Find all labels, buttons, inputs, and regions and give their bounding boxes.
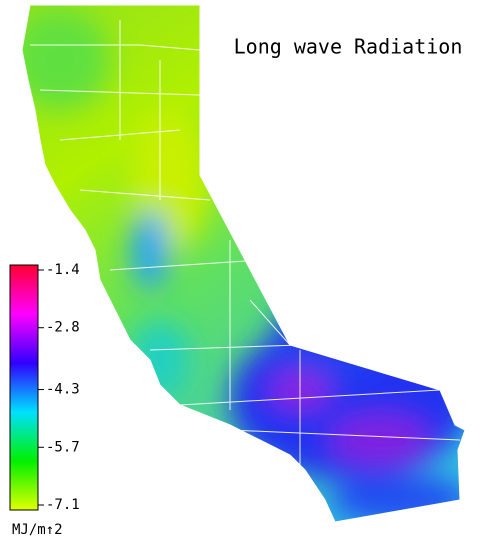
- map-title: Long wave Radiation: [234, 35, 463, 59]
- colorbar-tick-label: -5.7: [46, 439, 80, 455]
- colorbar-tick-label: -4.3: [46, 382, 80, 398]
- colorbar-tick-label: -2.8: [46, 320, 80, 336]
- colorbar: [9, 264, 39, 511]
- state-outline: [21, 4, 466, 523]
- colorbar-tick-label: -7.1: [46, 497, 80, 513]
- colorbar-tick-label: -1.4: [46, 262, 80, 278]
- colorbar-unit: MJ/m↑2: [12, 522, 63, 538]
